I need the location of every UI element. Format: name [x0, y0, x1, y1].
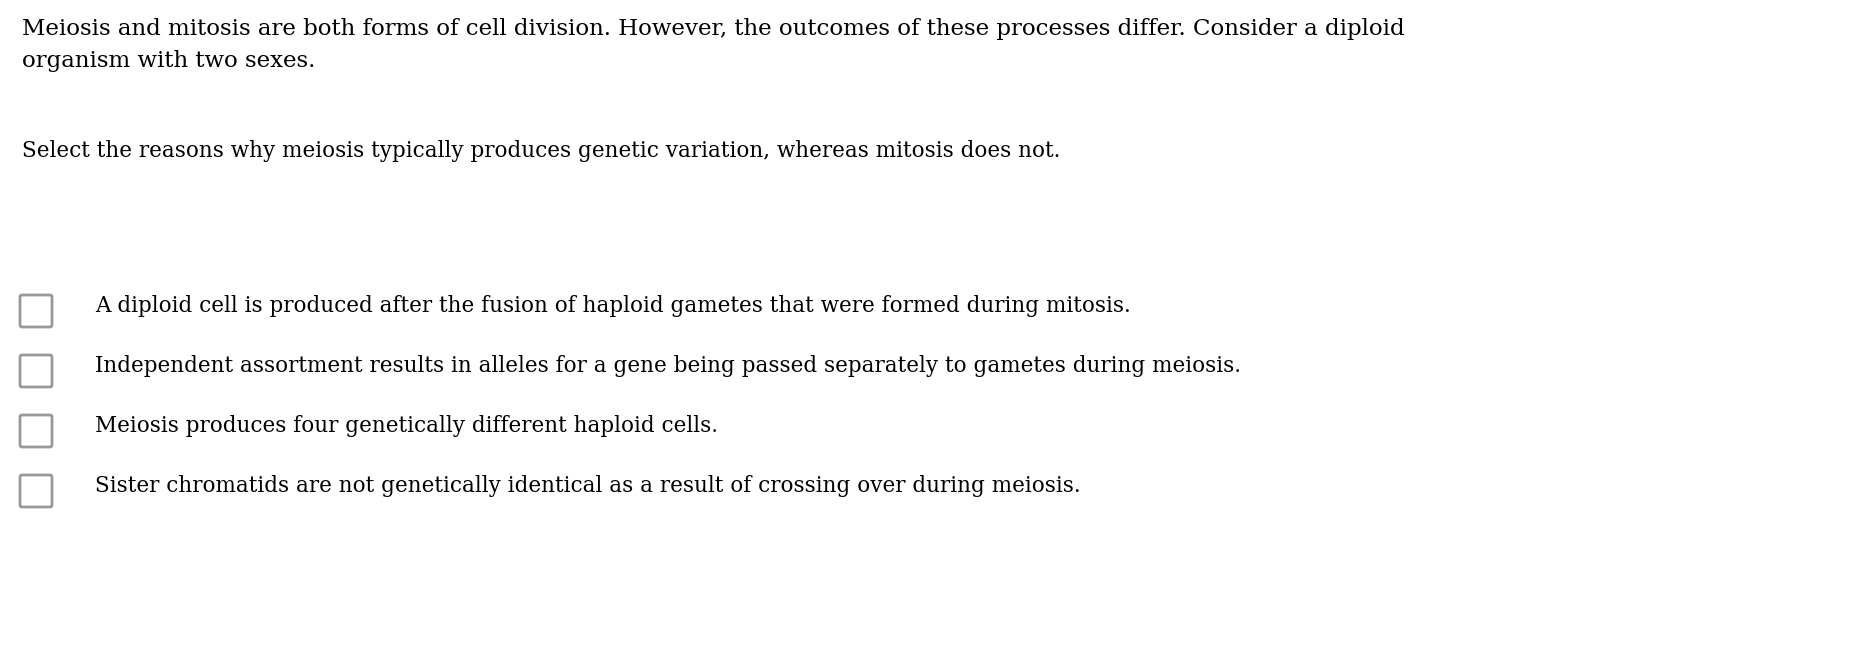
- Text: Meiosis and mitosis are both forms of cell division. However, the outcomes of th: Meiosis and mitosis are both forms of ce…: [22, 18, 1404, 40]
- Text: Sister chromatids are not genetically identical as a result of crossing over dur: Sister chromatids are not genetically id…: [95, 475, 1081, 497]
- FancyBboxPatch shape: [20, 475, 52, 507]
- FancyBboxPatch shape: [20, 295, 52, 327]
- Text: Independent assortment results in alleles for a gene being passed separately to : Independent assortment results in allele…: [95, 355, 1241, 377]
- FancyBboxPatch shape: [20, 355, 52, 387]
- Text: organism with two sexes.: organism with two sexes.: [22, 50, 316, 72]
- Text: A diploid cell is produced after the fusion of haploid gametes that were formed : A diploid cell is produced after the fus…: [95, 295, 1131, 317]
- Text: Select the reasons why meiosis typically produces genetic variation, whereas mit: Select the reasons why meiosis typically…: [22, 140, 1060, 162]
- Text: Meiosis produces four genetically different haploid cells.: Meiosis produces four genetically differ…: [95, 415, 718, 437]
- FancyBboxPatch shape: [20, 415, 52, 447]
